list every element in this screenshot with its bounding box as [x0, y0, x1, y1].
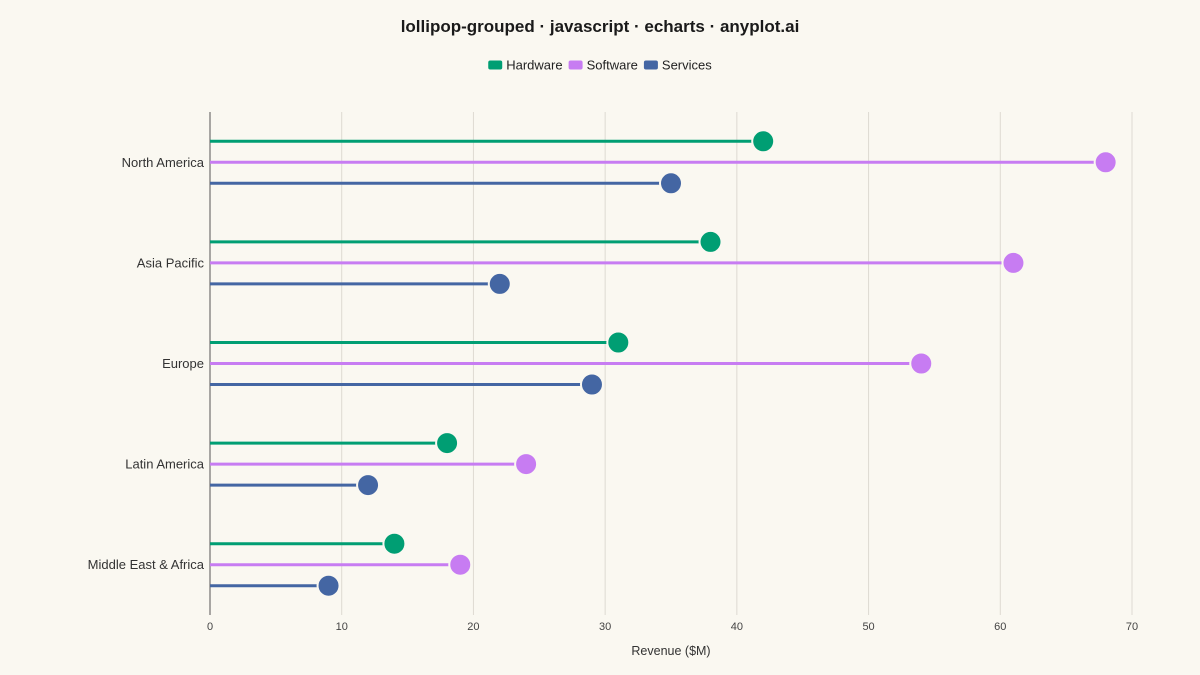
lollipop-dot[interactable]	[356, 473, 381, 498]
legend-item-services[interactable]: Services	[643, 58, 712, 73]
lollipop-dot[interactable]	[316, 573, 341, 598]
y-category-label: Latin America	[125, 457, 205, 472]
lollipop-dot[interactable]	[698, 229, 723, 254]
legend: Hardware Software Services	[488, 58, 712, 73]
legend-swatch	[643, 60, 658, 70]
x-tick-label: 70	[1126, 621, 1138, 633]
series-hardware	[210, 129, 776, 556]
y-category-label: Europe	[162, 356, 204, 371]
x-tick-label: 0	[207, 621, 213, 633]
lollipop-dot[interactable]	[751, 129, 776, 154]
series-software	[210, 150, 1118, 577]
lollipop-dot[interactable]	[1001, 250, 1026, 275]
x-tick-label: 30	[599, 621, 611, 633]
lollipop-dot[interactable]	[514, 452, 539, 477]
plot-marks	[210, 129, 1118, 598]
lollipop-dot[interactable]	[487, 271, 512, 296]
legend-swatch	[488, 60, 503, 70]
lollipop-dot[interactable]	[448, 552, 473, 577]
lollipop-dot[interactable]	[1093, 150, 1118, 175]
x-axis-title: Revenue ($M)	[631, 644, 710, 658]
x-tick-label: 20	[467, 621, 479, 633]
lollipop-dot[interactable]	[435, 431, 460, 456]
x-tick-label: 50	[862, 621, 874, 633]
y-category-label: Middle East & Africa	[88, 557, 205, 572]
legend-item-software[interactable]: Software	[568, 58, 638, 73]
chart-title: lollipop-grouped · javascript · echarts …	[401, 17, 800, 36]
y-category-label: North America	[122, 155, 205, 170]
legend-swatch	[568, 60, 583, 70]
y-category-label: Asia Pacific	[137, 255, 205, 270]
lollipop-dot[interactable]	[606, 330, 631, 355]
legend-label: Software	[587, 58, 638, 73]
legend-item-hardware[interactable]: Hardware	[488, 58, 563, 73]
lollipop-dot[interactable]	[579, 372, 604, 397]
x-tick-label: 60	[994, 621, 1006, 633]
lollipop-dot[interactable]	[382, 531, 407, 556]
lollipop-dot[interactable]	[659, 171, 683, 196]
legend-label: Hardware	[506, 58, 562, 73]
x-tick-label: 40	[731, 621, 743, 633]
x-tick-label: 10	[336, 621, 348, 633]
legend-label: Services	[662, 58, 712, 73]
lollipop-dot[interactable]	[909, 351, 934, 376]
x-axis: 0 10 20 30 40 50 60 70	[207, 621, 1138, 633]
series-services	[210, 171, 683, 598]
